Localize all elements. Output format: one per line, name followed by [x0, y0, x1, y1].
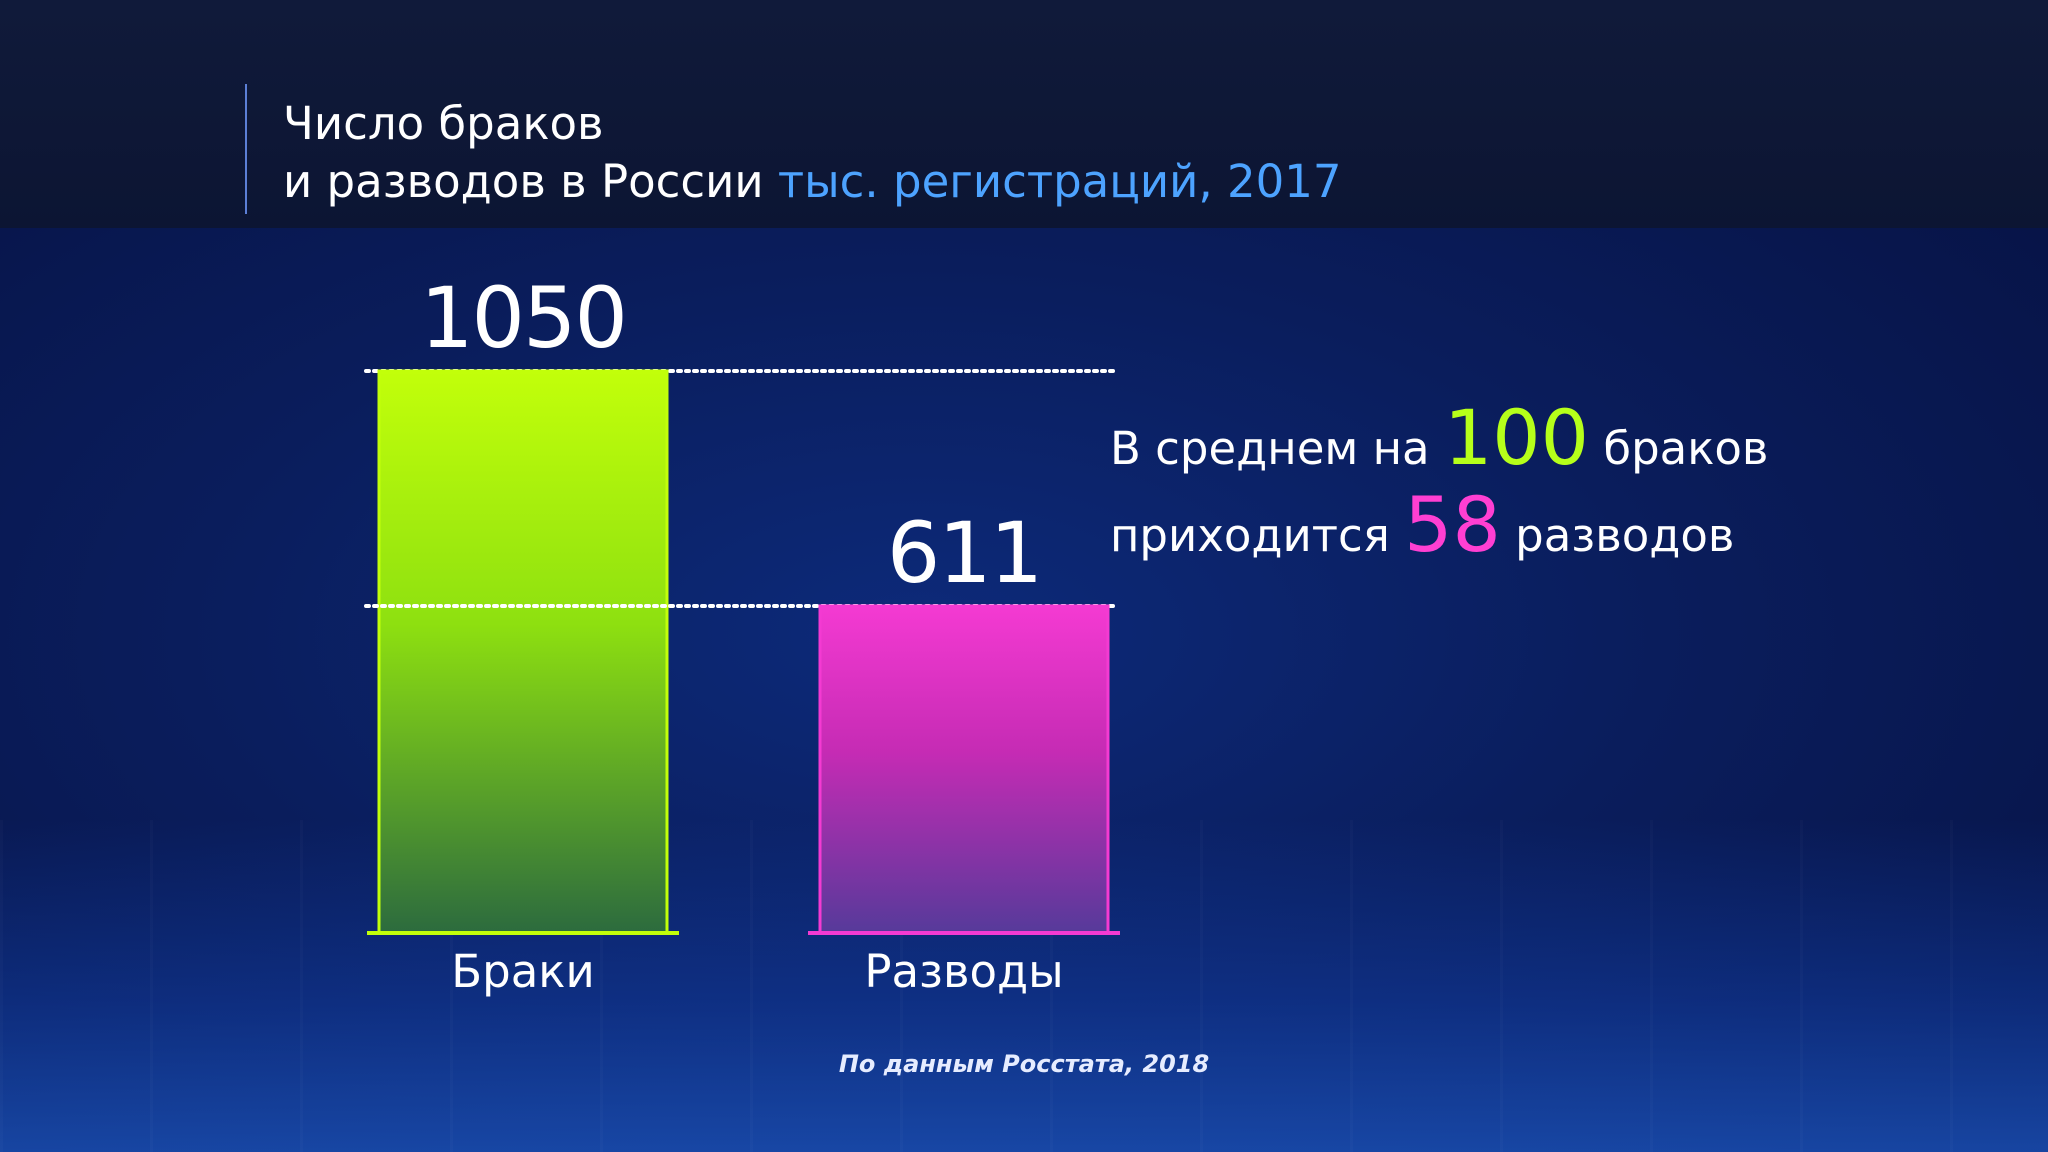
chart-title: Число браков и разводов в России тыс. ре…	[283, 95, 1342, 211]
source-caption: По данным Росстата, 2018	[838, 1050, 1210, 1078]
ratio-note-marriages-number: 100	[1443, 393, 1590, 482]
value-label-2: 611	[887, 504, 1041, 602]
title-line-2: и разводов в России тыс. регистраций, 20…	[283, 153, 1342, 211]
ratio-note-line-1: В среднем на 100 браков	[1110, 400, 1768, 487]
ratio-note-divorces-number: 58	[1404, 480, 1501, 569]
title-divider	[245, 84, 247, 214]
ratio-note: В среднем на 100 браков приходится 58 ра…	[1110, 400, 1768, 574]
ratio-note-prefix-2: приходится	[1110, 509, 1390, 562]
category-label-2: Разводы	[864, 945, 1063, 998]
ratio-note-line-2: приходится 58 разводов	[1110, 487, 1768, 574]
ratio-note-suffix-1: браков	[1603, 422, 1769, 475]
title-line-1: Число браков	[283, 97, 604, 150]
value-label-1: 1050	[420, 269, 626, 367]
header-band	[0, 0, 2048, 228]
title-unit: тыс. регистраций, 2017	[777, 155, 1342, 208]
category-label-1: Браки	[451, 945, 594, 998]
title-line-2-text: и разводов в России	[283, 155, 764, 208]
bar-2	[818, 604, 1110, 935]
ratio-note-suffix-2: разводов	[1515, 509, 1735, 562]
bar-1	[377, 369, 669, 935]
ratio-note-prefix-1: В среднем на	[1110, 422, 1430, 475]
